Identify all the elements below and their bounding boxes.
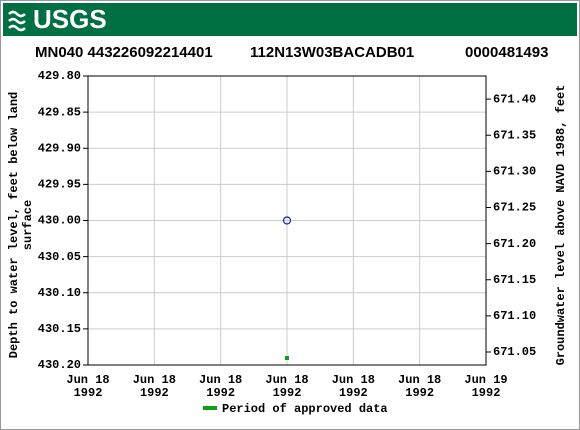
x-tick-label: Jun 18	[133, 373, 176, 387]
y2-tick-label: 671.35	[493, 128, 536, 142]
x-tick-label: 1992	[405, 386, 434, 400]
x-tick-label: 1992	[472, 386, 501, 400]
x-tick-label: Jun 18	[265, 373, 308, 387]
legend-label: Period of approved data	[222, 402, 388, 416]
y2-tick-label: 671.10	[493, 309, 536, 323]
y-tick-label: 430.20	[38, 358, 81, 372]
x-tick-label: Jun 18	[199, 373, 242, 387]
y-tick-label: 430.05	[38, 250, 81, 264]
x-tick-label: 1992	[339, 386, 368, 400]
y-tick-label: 429.90	[38, 141, 81, 155]
x-tick-label: Jun 18	[332, 373, 375, 387]
x-tick-label: 1992	[74, 386, 103, 400]
logo-text: USGS	[33, 4, 107, 34]
y-tick-label: 430.10	[38, 286, 81, 300]
y-tick-label: 430.00	[38, 214, 81, 228]
title-id: 112N13W03BACADB01	[250, 44, 414, 61]
y2-axis-label: Groundwater level above NAVD 1988, feet	[554, 85, 568, 366]
title-number: 0000481493	[465, 44, 548, 61]
y-tick-label: 430.15	[38, 322, 81, 336]
x-tick-label: Jun 18	[66, 373, 109, 387]
logo-icon	[8, 10, 26, 32]
x-tick-label: 1992	[273, 386, 302, 400]
legend-swatch	[203, 406, 217, 410]
y2-tick-label: 671.20	[493, 237, 536, 251]
y-tick-label: 429.80	[38, 69, 81, 83]
x-tick-label: 1992	[206, 386, 235, 400]
approved-period	[285, 356, 289, 360]
y2-tick-label: 671.30	[493, 165, 536, 179]
y2-tick-label: 671.05	[493, 345, 536, 359]
x-tick-label: Jun 19	[464, 373, 507, 387]
y-axis-label: surface	[21, 200, 35, 250]
plot-border	[87, 75, 487, 366]
data-point	[282, 216, 292, 225]
y-axis-label: Depth to water level, feet below land	[7, 92, 21, 358]
y2-tick-label: 671.40	[493, 92, 536, 106]
y2-tick-label: 671.15	[493, 273, 536, 287]
y-tick-label: 429.95	[38, 178, 81, 192]
y2-tick-label: 671.25	[493, 201, 536, 215]
x-tick-label: 1992	[140, 386, 169, 400]
title-site: MN040 443226092214401	[35, 44, 213, 61]
header-bar	[3, 3, 577, 36]
y-tick-label: 429.85	[38, 105, 81, 119]
x-tick-label: Jun 18	[398, 373, 441, 387]
